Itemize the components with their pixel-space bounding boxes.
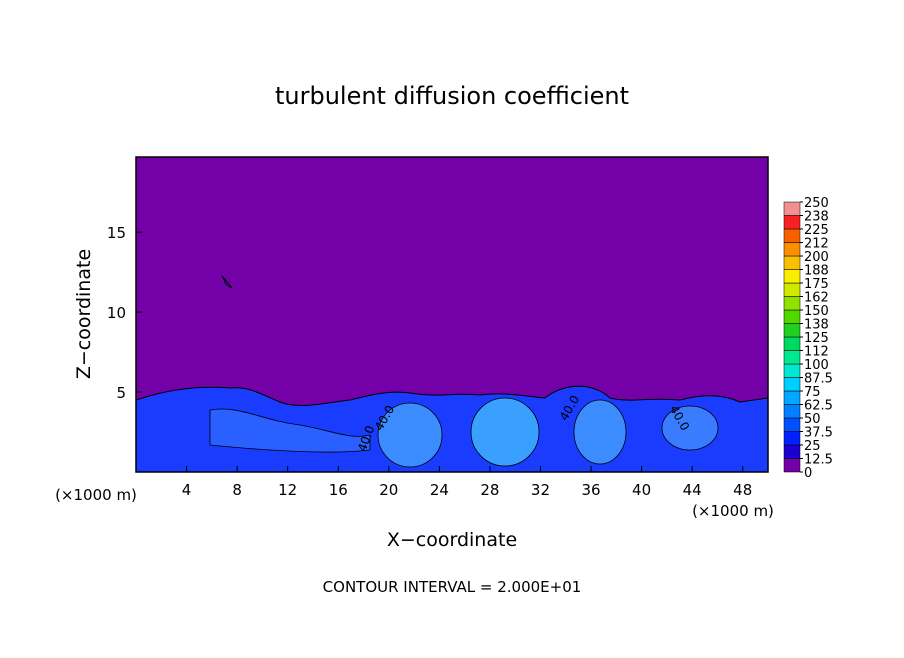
colorbar-label: 212 [804, 237, 829, 252]
colorbar-band [783, 417, 801, 432]
blob [221, 275, 233, 289]
x-tick-label: 48 [733, 481, 752, 499]
colorbar-label: 188 [804, 264, 829, 279]
colorbar-band [783, 336, 801, 351]
y-axis-label: Z−coordinate [73, 249, 95, 379]
colorbar-label: 87.5 [804, 372, 833, 387]
colorbar-label: 125 [804, 331, 829, 346]
colorbar-band [783, 228, 801, 243]
colorbar-label: 50 [804, 412, 821, 427]
colorbar-band [783, 296, 801, 311]
colorbar-band [783, 458, 801, 473]
colorbar-label: 162 [804, 291, 829, 306]
eddy [377, 402, 443, 468]
x-tick-label: 16 [329, 481, 348, 499]
x-tick-label: 44 [683, 481, 702, 499]
y-tick-label: 5 [116, 384, 126, 402]
x-unit-left: (×1000 m) [55, 486, 137, 504]
colorbar-band [783, 242, 801, 257]
y-tick-label: 15 [107, 224, 126, 242]
colorbar-label: 12.5 [804, 453, 833, 468]
colorbar-label: 200 [804, 250, 829, 265]
colorbar-band [783, 444, 801, 459]
plot-frame [135, 156, 769, 473]
colorbar-band [783, 390, 801, 405]
colorbar-label: 150 [804, 304, 829, 319]
x-unit-right: (×1000 m) [692, 502, 774, 520]
colorbar-label: 0 [804, 466, 812, 481]
colorbar-band [783, 350, 801, 365]
colorbar-band [783, 309, 801, 324]
x-tick-label: 12 [278, 481, 297, 499]
x-tick-label: 20 [379, 481, 398, 499]
x-tick-label: 40 [632, 481, 651, 499]
y-tick-label: 10 [107, 304, 126, 322]
chart-title: turbulent diffusion coefficient [275, 82, 629, 110]
x-tick-label: 24 [430, 481, 449, 499]
colorbar-label: 112 [804, 345, 829, 360]
x-tick-label: 8 [232, 481, 242, 499]
colorbar-band [783, 431, 801, 446]
footer: CONTOUR INTERVAL = 2.000E+01 [323, 578, 582, 596]
colorbar-band [783, 282, 801, 297]
colorbar-band [783, 363, 801, 378]
layer-detail [209, 408, 371, 453]
x-tick-label: 28 [480, 481, 499, 499]
colorbar-label: 138 [804, 318, 829, 333]
colorbar-band [783, 215, 801, 230]
colorbar-label: 25 [804, 439, 821, 454]
colorbar-label: 250 [804, 196, 829, 211]
x-tick-label: 36 [581, 481, 600, 499]
eddy [661, 405, 719, 451]
colorbar-label: 37.5 [804, 426, 833, 441]
eddy [470, 397, 540, 467]
colorbar-label: 100 [804, 358, 829, 373]
colorbar-band [783, 255, 801, 270]
x-tick-label: 4 [182, 481, 192, 499]
colorbar-label: 75 [804, 385, 821, 400]
colorbar-band [783, 377, 801, 392]
x-tick-label: 32 [531, 481, 550, 499]
colorbar-band [783, 404, 801, 419]
colorbar-label: 175 [804, 277, 829, 292]
field [135, 157, 769, 473]
colorbar-band [783, 269, 801, 284]
eddy [573, 399, 627, 465]
colorbar-band [783, 323, 801, 338]
colorbar-label: 225 [804, 223, 829, 238]
colorbar-band [783, 201, 801, 216]
x-axis-label: X−coordinate [387, 529, 517, 551]
colorbar-label: 238 [804, 210, 829, 225]
colorbar-label: 62.5 [804, 399, 833, 414]
